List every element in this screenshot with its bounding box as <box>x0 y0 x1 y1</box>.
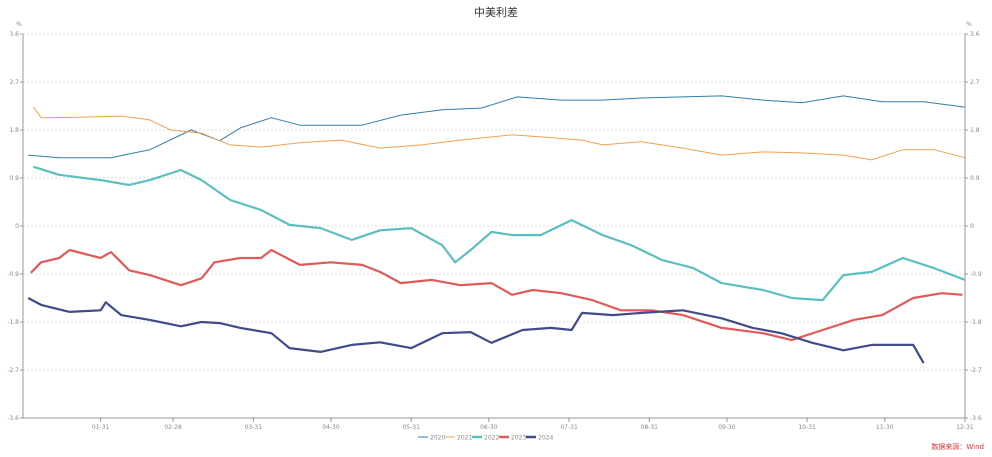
series-line-2024 <box>27 297 925 364</box>
x-tick-label: 10-31 <box>798 424 816 431</box>
x-tick-label: 07-31 <box>560 424 578 431</box>
y-tick-label-right: 0 <box>970 223 974 230</box>
series-line-2022 <box>33 165 966 302</box>
y-tick-label-right: 1.8 <box>970 127 980 134</box>
series-line-2021 <box>32 106 966 161</box>
y-tick-label: 3.6 <box>9 31 19 38</box>
y-tick-label: -1.8 <box>7 319 19 326</box>
y-tick-label: -2.7 <box>7 367 19 374</box>
y-unit-right: % <box>966 21 972 28</box>
x-tick-label: 02-28 <box>164 424 182 431</box>
series-line-2020 <box>28 95 966 159</box>
y-tick-label-right: -3.6 <box>970 415 982 422</box>
y-tick-label: 2.7 <box>9 79 19 86</box>
y-tick-label: -0.9 <box>7 271 19 278</box>
legend-label-2022: 2022 <box>484 435 499 442</box>
y-tick-label-right: 2.7 <box>970 79 980 86</box>
y-tick-label: 1.8 <box>9 127 19 134</box>
legend-label-2023: 2023 <box>511 435 526 442</box>
x-tick-label: 06-30 <box>480 424 498 431</box>
x-tick-label: 03-31 <box>245 424 263 431</box>
x-tick-label: 01-31 <box>92 424 110 431</box>
chart-title: 中美利差 <box>474 6 518 19</box>
series-line-2023 <box>30 248 963 342</box>
legend-label-2024: 2024 <box>538 435 553 442</box>
legend-label-2020: 2020 <box>430 435 445 442</box>
y-tick-label-right: -0.9 <box>970 271 982 278</box>
y-unit-left: % <box>16 21 22 28</box>
y-tick-label: -3.6 <box>7 415 19 422</box>
x-tick-label: 11-30 <box>876 424 894 431</box>
y-tick-label-right: 3.6 <box>970 31 980 38</box>
y-tick-label: 0 <box>15 223 19 230</box>
x-tick-label: 09-30 <box>718 424 736 431</box>
legend-label-2021: 2021 <box>457 435 472 442</box>
x-tick-label: 08-31 <box>641 424 659 431</box>
x-tick-label: 04-30 <box>322 424 340 431</box>
y-tick-label-right: 0.9 <box>970 175 980 182</box>
x-tick-label: 05-31 <box>402 424 420 431</box>
y-tick-label-right: -2.7 <box>970 367 982 374</box>
y-tick-label-right: -1.8 <box>970 319 982 326</box>
y-tick-label: 0.9 <box>9 175 19 182</box>
data-source-note: 数据来源：Wind <box>931 443 984 451</box>
x-tick-label: 12-31 <box>956 424 974 431</box>
